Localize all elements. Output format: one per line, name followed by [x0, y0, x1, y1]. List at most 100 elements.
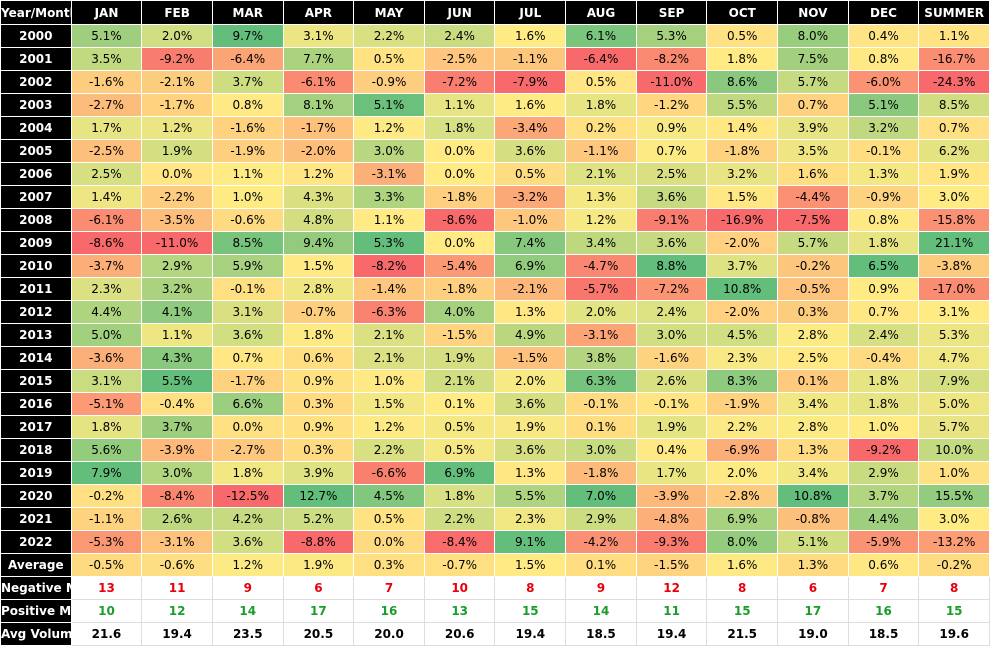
heat-cell: 2.9%: [565, 507, 637, 531]
heat-cell: 1.3%: [494, 461, 567, 485]
heat-cell: 1.9%: [423, 346, 496, 370]
heat-cell: 5.1%: [353, 93, 425, 117]
summary-cell: 13: [423, 599, 496, 623]
column-header: DEC: [847, 0, 920, 25]
heat-cell: 7.5%: [777, 47, 849, 71]
heat-cell: 2.5%: [635, 162, 708, 186]
row-label: 2018: [0, 438, 72, 462]
heat-cell: -2.7%: [211, 438, 284, 462]
summary-cell: 6: [777, 576, 849, 600]
summary-cell: 15: [706, 599, 779, 623]
heat-cell: 3.2%: [706, 162, 779, 186]
row-label: 2017: [0, 415, 72, 439]
heat-cell: 3.7%: [706, 254, 779, 278]
heat-cell: 0.5%: [494, 162, 567, 186]
row-label: 2011: [0, 277, 72, 301]
heat-cell: 0.8%: [847, 47, 920, 71]
heat-cell: -1.6%: [70, 70, 143, 94]
heat-cell: -0.1%: [565, 392, 637, 416]
row-label: 2019: [0, 461, 72, 485]
heat-cell: 4.1%: [141, 300, 213, 324]
heat-cell: -12.5%: [211, 484, 284, 508]
heat-cell: 8.6%: [706, 70, 779, 94]
data-row: 2015 3.1% 5.5% -1.7% 0.9% 1.0% 2.1% 2.0% 6.3% 2.6…: [0, 369, 990, 393]
heat-cell: -2.0%: [706, 300, 779, 324]
heat-cell: 5.1%: [70, 24, 143, 48]
row-label: 2014: [0, 346, 72, 370]
data-row: 2013 5.0% 1.1% 3.6% 1.8% 2.1% -1.5% 4.9% -3.1% 3.…: [0, 323, 990, 347]
row-label: 2008: [0, 208, 72, 232]
heat-cell: 0.0%: [423, 139, 496, 163]
heat-cell: 8.3%: [706, 369, 779, 393]
heat-cell: -16.9%: [706, 208, 779, 232]
heat-cell: 1.2%: [282, 162, 355, 186]
heat-cell: 0.9%: [282, 369, 355, 393]
heat-cell: -1.9%: [211, 139, 284, 163]
summary-cell: 19.0: [777, 622, 849, 646]
heat-cell: 3.9%: [777, 116, 849, 140]
heat-cell: 1.8%: [847, 369, 920, 393]
heat-cell: 2.2%: [353, 438, 425, 462]
heat-cell: 1.8%: [282, 323, 355, 347]
heat-cell: 5.1%: [847, 93, 920, 117]
heat-cell: 5.5%: [494, 484, 567, 508]
row-label: 2003: [0, 93, 72, 117]
heat-cell: 3.0%: [141, 461, 213, 485]
summary-cell: 15: [918, 599, 990, 623]
heat-cell: 4.7%: [918, 346, 990, 370]
data-row: 2016 -5.1% -0.4% 6.6% 0.3% 1.5% 0.1% 3.6% -0.1% -…: [0, 392, 990, 416]
heat-cell: -7.2%: [423, 70, 496, 94]
heat-cell: 1.8%: [423, 116, 496, 140]
heat-cell: 0.5%: [706, 24, 779, 48]
heat-cell: 5.5%: [141, 369, 213, 393]
summary-cell: 19.4: [494, 622, 567, 646]
heat-cell: -6.6%: [353, 461, 425, 485]
heat-cell: 3.4%: [777, 392, 849, 416]
data-row: 2003 -2.7% -1.7% 0.8% 8.1% 5.1% 1.1% 1.6% 1.8% -1…: [0, 93, 990, 117]
heat-cell: -1.7%: [211, 369, 284, 393]
heat-cell: 3.7%: [141, 415, 213, 439]
row-label: 2006: [0, 162, 72, 186]
heat-cell: 1.8%: [423, 484, 496, 508]
row-label: 2005: [0, 139, 72, 163]
heat-cell: 3.1%: [70, 369, 143, 393]
heat-cell: -1.1%: [565, 139, 637, 163]
heat-cell: -6.4%: [211, 47, 284, 71]
heat-cell: -6.1%: [70, 208, 143, 232]
heat-cell: -1.7%: [282, 116, 355, 140]
heat-cell: 5.0%: [70, 323, 143, 347]
heat-cell: -1.2%: [635, 93, 708, 117]
heat-cell: 3.0%: [353, 139, 425, 163]
row-label: 2009: [0, 231, 72, 255]
heat-cell: 1.8%: [70, 415, 143, 439]
heat-cell: 0.9%: [282, 415, 355, 439]
summary-cell: 20.0: [353, 622, 425, 646]
heat-cell: -4.7%: [565, 254, 637, 278]
heat-cell: 1.6%: [494, 24, 567, 48]
heat-cell: -2.2%: [141, 185, 213, 209]
heat-cell: 2.9%: [141, 254, 213, 278]
heat-cell: -4.2%: [565, 530, 637, 554]
summary-row: Negative Months13119671089128678: [0, 576, 990, 600]
heat-cell: 0.4%: [635, 438, 708, 462]
heat-cell: 8.5%: [918, 93, 990, 117]
row-label: 2021: [0, 507, 72, 531]
heat-cell: -1.9%: [706, 392, 779, 416]
heat-cell: 10.8%: [706, 277, 779, 301]
heat-cell: -8.2%: [635, 47, 708, 71]
data-row: 2012 4.4% 4.1% 3.1% -0.7% -6.3% 4.0% 1.3% 2.0% 2.…: [0, 300, 990, 324]
heat-cell: 21.1%: [918, 231, 990, 255]
heat-cell: -0.6%: [211, 208, 284, 232]
heat-cell: 2.8%: [777, 415, 849, 439]
table-body: 2000 5.1% 2.0% 9.7% 3.1% 2.2% 2.4% 1.6% 6.1% 5.3%…: [0, 24, 990, 646]
heat-cell: 3.2%: [141, 277, 213, 301]
row-label: 2022: [0, 530, 72, 554]
heat-cell: 0.8%: [847, 208, 920, 232]
data-row: 2005 -2.5% 1.9% -1.9% -2.0% 3.0% 0.0% 3.6% -1.1%…: [0, 139, 990, 163]
heat-cell: 3.1%: [211, 300, 284, 324]
row-label: 2012: [0, 300, 72, 324]
heat-cell: 0.8%: [211, 93, 284, 117]
heat-cell: 1.2%: [211, 553, 284, 577]
heat-cell: -3.9%: [635, 484, 708, 508]
